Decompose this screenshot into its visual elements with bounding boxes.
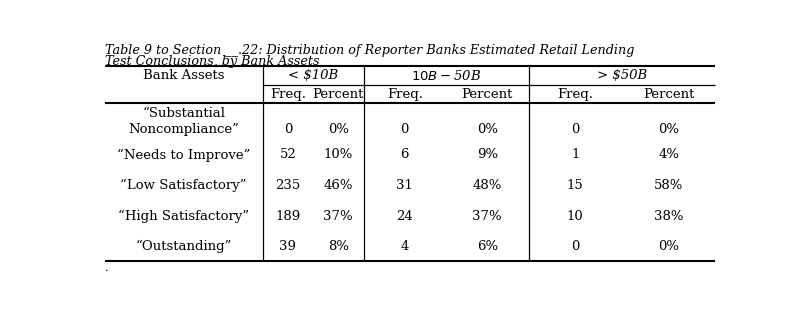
Text: “Low Satisfactory”: “Low Satisfactory” — [121, 179, 247, 192]
Text: Test Conclusions, by Bank Assets: Test Conclusions, by Bank Assets — [105, 55, 319, 68]
Text: 0%: 0% — [328, 123, 349, 136]
Text: 9%: 9% — [477, 148, 498, 161]
Text: 0: 0 — [571, 240, 579, 253]
Text: 6%: 6% — [477, 240, 498, 253]
Text: “Substantial: “Substantial — [142, 107, 226, 120]
Text: Percent: Percent — [313, 87, 364, 100]
Text: 38%: 38% — [654, 210, 683, 223]
Text: 39: 39 — [279, 240, 297, 253]
Text: .: . — [105, 263, 108, 273]
Text: Freq.: Freq. — [270, 87, 306, 100]
Text: “Outstanding”: “Outstanding” — [135, 240, 232, 253]
Text: > $50B: > $50B — [597, 69, 647, 82]
Text: 235: 235 — [275, 179, 301, 192]
Text: 31: 31 — [396, 179, 414, 192]
Text: “High Satisfactory”: “High Satisfactory” — [118, 210, 250, 223]
Text: 4%: 4% — [658, 148, 679, 161]
Text: Percent: Percent — [462, 87, 513, 100]
Text: < $10B: < $10B — [288, 69, 338, 82]
Text: Bank Assets: Bank Assets — [143, 69, 225, 82]
Text: Freq.: Freq. — [558, 87, 594, 100]
Text: Table 9 to Section __.22: Distribution of Reporter Banks Estimated Retail Lendin: Table 9 to Section __.22: Distribution o… — [105, 44, 634, 57]
Text: 10: 10 — [567, 210, 584, 223]
Text: Freq.: Freq. — [386, 87, 422, 100]
Text: Noncompliance”: Noncompliance” — [128, 123, 239, 136]
Text: Percent: Percent — [643, 87, 694, 100]
Text: 0: 0 — [401, 123, 409, 136]
Text: 15: 15 — [567, 179, 584, 192]
Text: 58%: 58% — [654, 179, 683, 192]
Text: 48%: 48% — [473, 179, 502, 192]
Text: 24: 24 — [396, 210, 413, 223]
Text: 1: 1 — [571, 148, 579, 161]
Text: 0%: 0% — [658, 240, 679, 253]
Text: 189: 189 — [275, 210, 301, 223]
Text: 46%: 46% — [323, 179, 353, 192]
Text: “Needs to Improve”: “Needs to Improve” — [117, 148, 250, 162]
Text: 0%: 0% — [658, 123, 679, 136]
Text: 52: 52 — [279, 148, 296, 161]
Text: 4: 4 — [401, 240, 409, 253]
Text: 10%: 10% — [324, 148, 353, 161]
Text: 8%: 8% — [328, 240, 349, 253]
Text: 0: 0 — [284, 123, 292, 136]
Text: 37%: 37% — [473, 210, 502, 223]
Text: 0%: 0% — [477, 123, 498, 136]
Text: 6: 6 — [401, 148, 409, 161]
Text: 37%: 37% — [323, 210, 353, 223]
Text: 0: 0 — [571, 123, 579, 136]
Text: $10B-$50B: $10B-$50B — [411, 69, 481, 83]
